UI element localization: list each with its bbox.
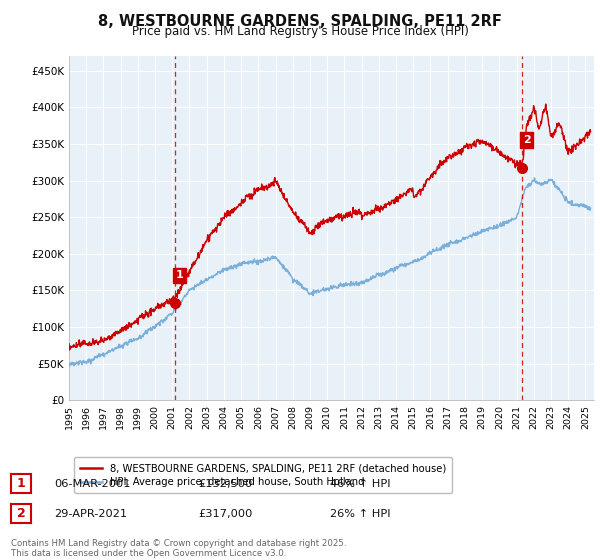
Text: Price paid vs. HM Land Registry's House Price Index (HPI): Price paid vs. HM Land Registry's House …: [131, 25, 469, 38]
Text: 06-MAR-2001: 06-MAR-2001: [54, 479, 131, 489]
Text: 2: 2: [17, 507, 25, 520]
Text: 8, WESTBOURNE GARDENS, SPALDING, PE11 2RF: 8, WESTBOURNE GARDENS, SPALDING, PE11 2R…: [98, 14, 502, 29]
Legend: 8, WESTBOURNE GARDENS, SPALDING, PE11 2RF (detached house), HPI: Average price, : 8, WESTBOURNE GARDENS, SPALDING, PE11 2R…: [74, 457, 452, 493]
Text: 1: 1: [17, 477, 25, 491]
Text: 2: 2: [523, 136, 530, 145]
Text: 29-APR-2021: 29-APR-2021: [54, 509, 127, 519]
Text: 46% ↑ HPI: 46% ↑ HPI: [330, 479, 391, 489]
Text: Contains HM Land Registry data © Crown copyright and database right 2025.
This d: Contains HM Land Registry data © Crown c…: [11, 539, 346, 558]
Text: £132,500: £132,500: [198, 479, 252, 489]
Text: 26% ↑ HPI: 26% ↑ HPI: [330, 509, 391, 519]
Text: £317,000: £317,000: [198, 509, 253, 519]
Text: 1: 1: [176, 270, 184, 281]
